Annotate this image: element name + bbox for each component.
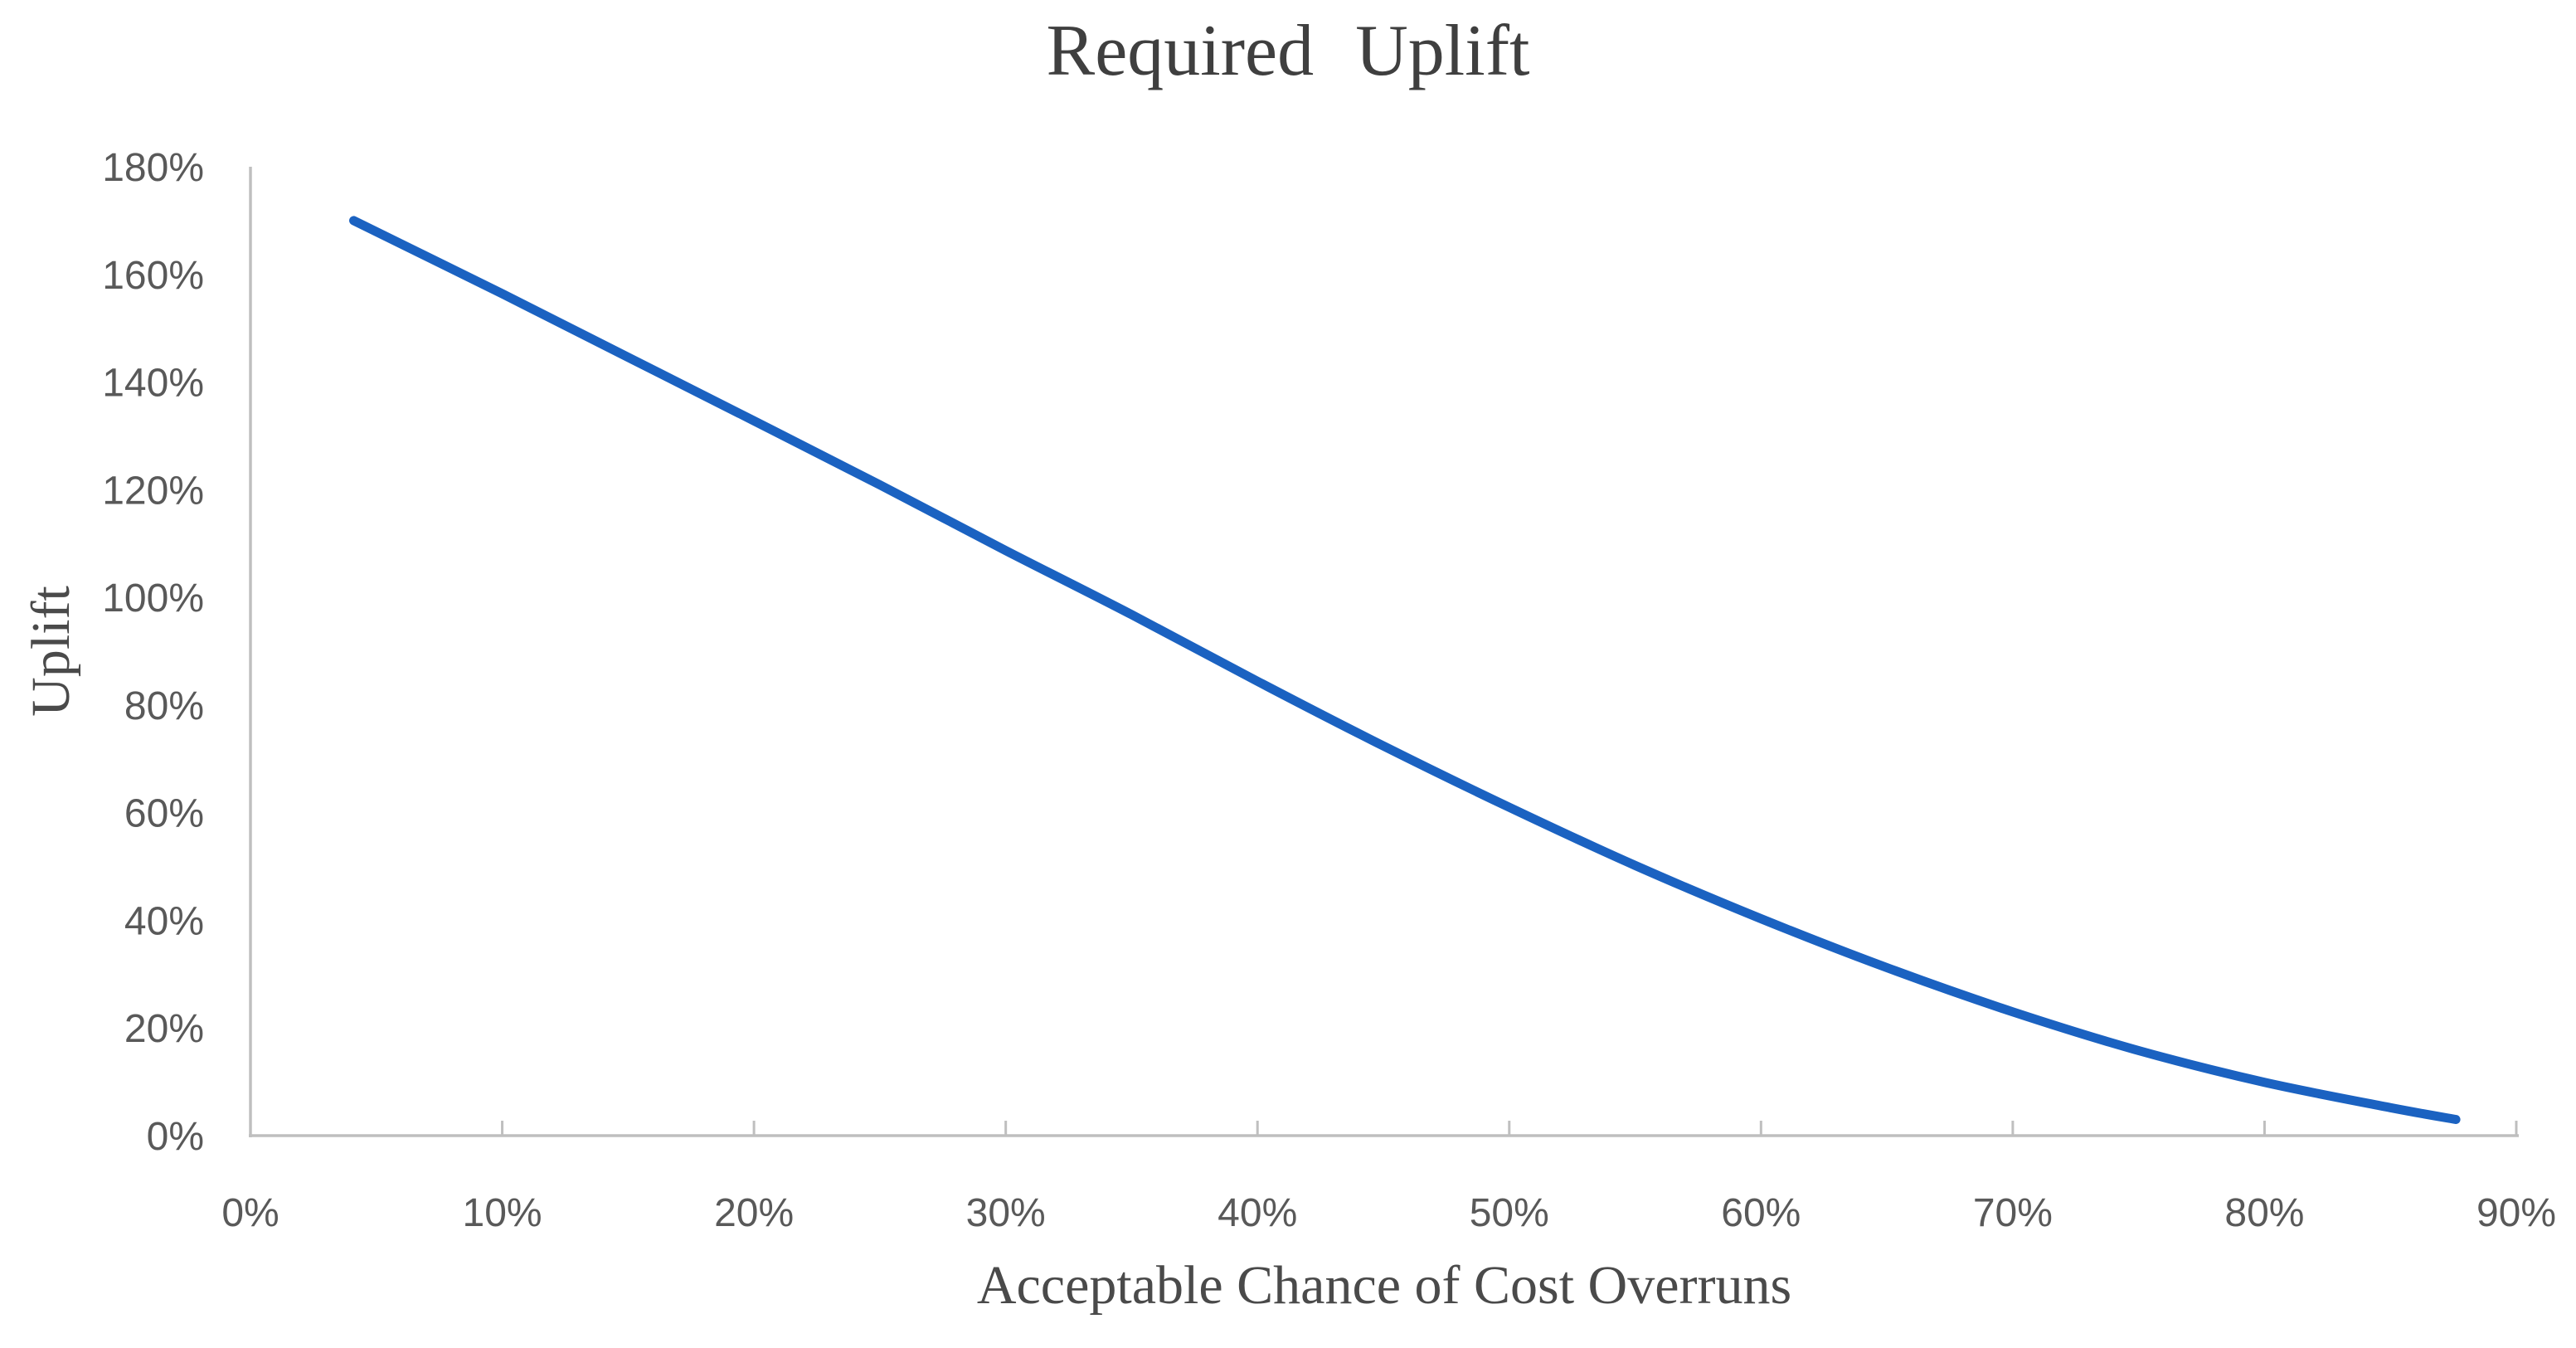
y-tick-label: 120% [102,469,204,513]
y-tick-label: 140% [102,362,204,406]
x-tick-label: 20% [714,1191,794,1235]
x-tick-label: 80% [2224,1191,2304,1235]
y-tick-label: 80% [124,684,204,728]
y-tick-label: 100% [102,577,204,620]
chart-title: Required Uplift [1046,11,1530,91]
y-tick-label: 40% [124,899,204,943]
x-tick-label: 60% [1721,1191,1801,1235]
x-tick-label: 0% [221,1191,279,1235]
x-tick-label: 10% [463,1191,542,1235]
y-tick-label: 160% [102,254,204,298]
y-tick-label: 20% [124,1007,204,1051]
y-tick-label: 180% [102,146,204,190]
x-tick-label: 70% [1973,1191,2053,1235]
x-tick-label: 40% [1218,1191,1297,1235]
y-tick-label: 0% [147,1115,204,1159]
x-tick-label: 50% [1470,1191,1549,1235]
x-tick-label: 90% [2476,1191,2556,1235]
y-tick-label: 60% [124,792,204,836]
x-tick-label: 30% [966,1191,1046,1235]
x-axis-title: Acceptable Chance of Cost Overruns [976,1255,1792,1316]
uplift-curve [349,216,2461,1124]
